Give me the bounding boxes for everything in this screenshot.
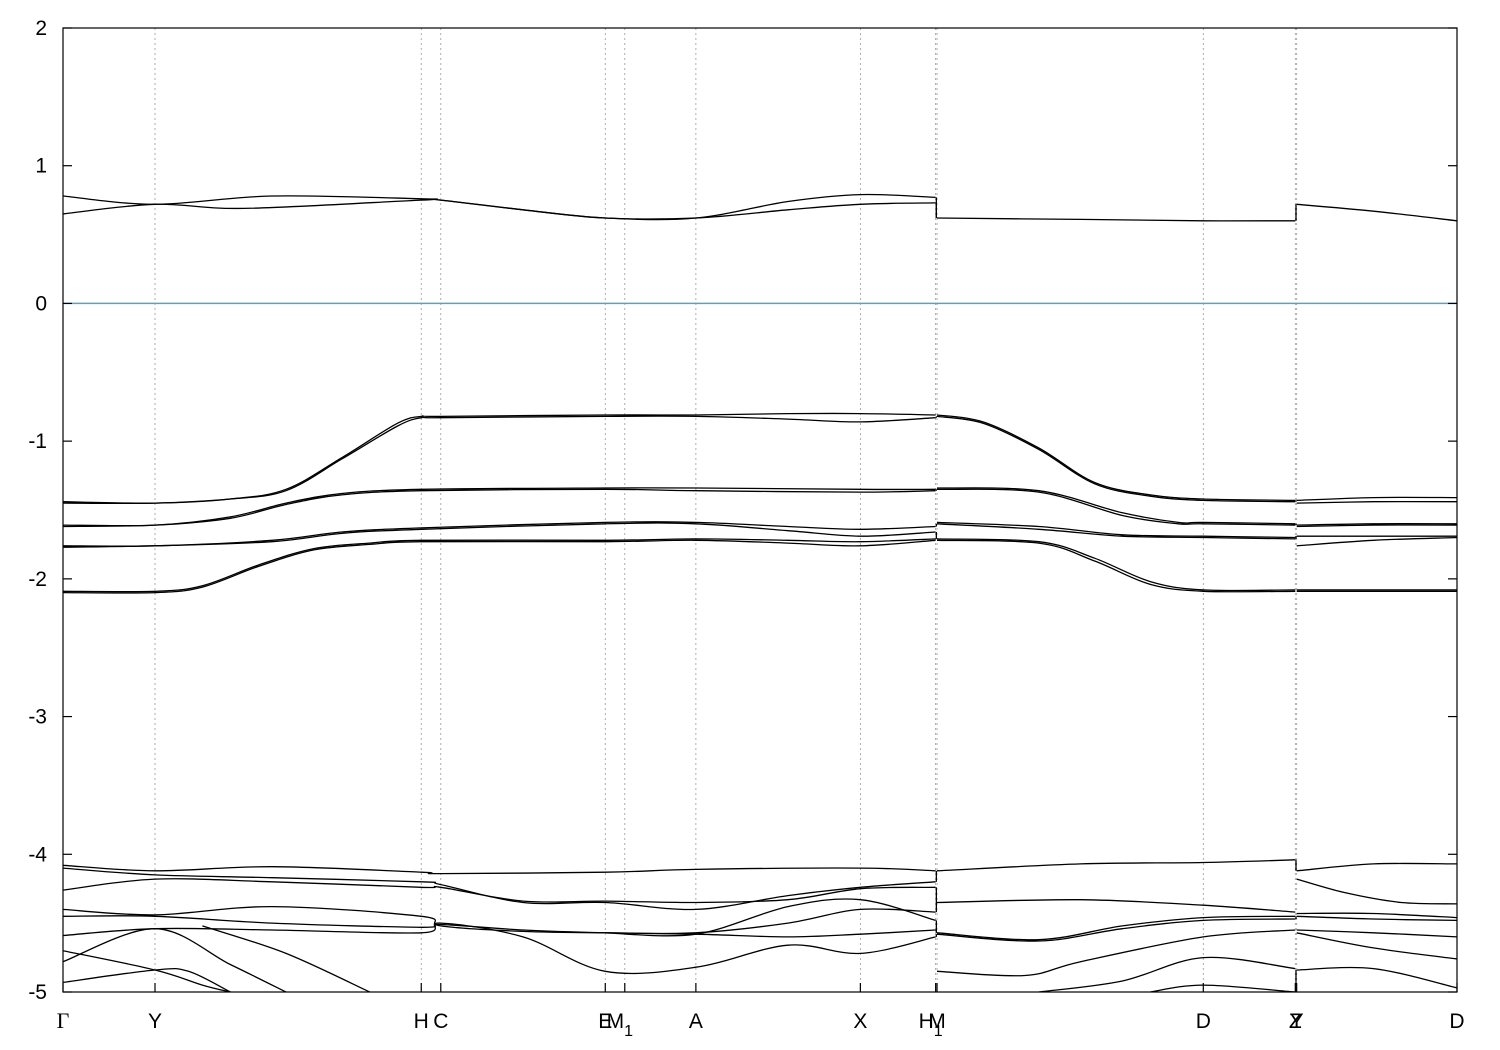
band-line xyxy=(63,864,936,875)
band-line xyxy=(1296,915,1457,922)
band-line xyxy=(63,539,936,594)
kpoint-label: M xyxy=(928,1010,946,1033)
band-line xyxy=(1296,932,1457,960)
band-line xyxy=(1296,536,1457,547)
band-line xyxy=(63,967,231,992)
band-line xyxy=(936,488,1296,526)
band-line xyxy=(63,905,936,935)
band-line xyxy=(1038,956,1296,992)
band-line xyxy=(936,487,1296,525)
band-line xyxy=(936,415,1296,503)
band-line xyxy=(63,922,936,975)
kpoint-label: D xyxy=(1449,1010,1464,1033)
band-line xyxy=(936,538,1296,592)
y-tick-label: 2 xyxy=(35,17,47,40)
kpoint-label: Y xyxy=(148,1010,162,1033)
kpoint-label: A xyxy=(689,1010,703,1033)
y-tick-label: -4 xyxy=(28,843,47,866)
band-line xyxy=(63,915,936,938)
band-line xyxy=(936,521,1296,539)
kpoint-label: Γ xyxy=(57,1008,70,1033)
kpoint-gridlines xyxy=(154,28,1298,992)
band-line xyxy=(605,898,936,937)
y-tick-label: -5 xyxy=(28,981,47,1004)
kpoint-label: H xyxy=(414,1010,429,1033)
plot-frame xyxy=(62,27,1458,993)
band-line xyxy=(936,929,1296,977)
band-line xyxy=(936,859,1296,872)
band-line xyxy=(63,521,936,547)
band-line xyxy=(1296,862,1457,872)
kpoint-label: X xyxy=(853,1010,867,1033)
kpoint-label: C xyxy=(433,1010,448,1033)
band-line xyxy=(936,915,1296,941)
band-line xyxy=(1296,524,1457,528)
y-tick-label: -1 xyxy=(28,430,47,453)
band-line xyxy=(202,925,370,992)
band-line xyxy=(1296,929,1457,938)
band-line xyxy=(63,928,287,992)
y-tick-label: 1 xyxy=(35,155,47,178)
band-line xyxy=(936,899,1296,913)
kpoint-label: E xyxy=(598,1010,612,1033)
band-line xyxy=(63,488,936,528)
band-line xyxy=(1150,984,1296,992)
band-line xyxy=(63,415,936,505)
band-line xyxy=(1296,878,1457,905)
band-line xyxy=(63,878,936,904)
y-tick-label: 0 xyxy=(35,292,47,315)
kpoint-label: Z xyxy=(1289,1010,1302,1033)
y-tick-label: -2 xyxy=(28,568,47,591)
band-line xyxy=(1296,912,1457,919)
band-lines xyxy=(63,193,1457,992)
band-line xyxy=(1296,203,1457,222)
band-line xyxy=(1296,523,1457,526)
y-axis-ticks: 2 1 0 -1 -2 -3 -4 -5 xyxy=(28,17,1457,1004)
y-tick-label: -3 xyxy=(28,706,47,729)
band-line xyxy=(63,487,936,527)
kpoint-label: D xyxy=(1196,1010,1211,1033)
kpoint-label: M1 xyxy=(607,1010,634,1040)
band-line xyxy=(63,538,936,593)
band-line xyxy=(936,539,1296,593)
band-line xyxy=(936,414,1296,502)
band-line xyxy=(63,522,936,548)
band-line xyxy=(63,950,231,992)
band-line xyxy=(936,217,1296,222)
kpoint-label: Y xyxy=(1290,1010,1304,1033)
kpoint-subscript: 1 xyxy=(934,1023,943,1040)
kpoint-subscript: 1 xyxy=(624,1023,633,1040)
band-line xyxy=(1296,966,1457,989)
band-line xyxy=(63,867,936,911)
band-line xyxy=(936,918,1296,942)
band-line xyxy=(1296,496,1457,502)
band-line xyxy=(936,523,1296,540)
band-line xyxy=(1296,500,1457,504)
band-line xyxy=(63,198,936,220)
